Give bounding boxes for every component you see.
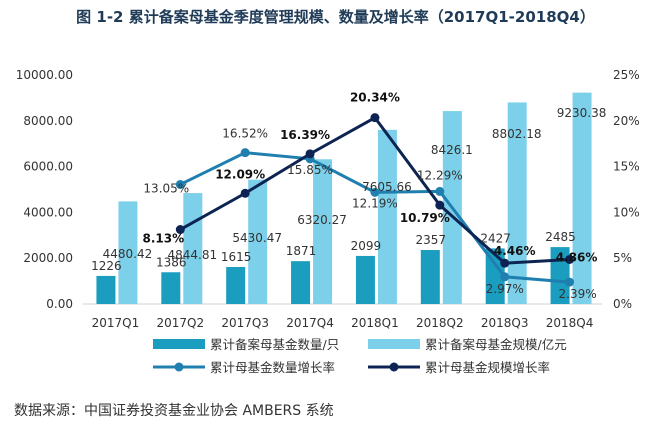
x-axis-ticks: 2017Q1 2017Q2 2017Q3 2017Q4 2018Q1 2018Q2 2018… [92, 316, 594, 330]
scale-bar [313, 159, 333, 304]
left-axis-tick-label: 4000.00 [23, 205, 73, 219]
legend-count-bar-swatch [153, 339, 205, 349]
legend-count-bar-label: 累计备案母基金数量/只 [210, 337, 339, 352]
scale-bar [507, 102, 527, 304]
x-axis-tick-label: 2018Q2 [416, 316, 464, 330]
scale-bar-label: 6320.27 [297, 213, 347, 227]
x-axis-tick-label: 2017Q2 [157, 316, 205, 330]
count-growth-point [565, 277, 575, 287]
count-bar [226, 267, 246, 304]
source-note: 数据来源：中国证券投资基金业协会 AMBERS 系统 [14, 403, 334, 419]
count-growth-point [240, 148, 250, 158]
count-bar-label: 1871 [286, 244, 317, 258]
scale-growth-point [565, 254, 575, 264]
x-axis-tick-label: 2017Q3 [221, 316, 269, 330]
scale-bar-label: 8426.1 [431, 143, 473, 157]
count-bar [291, 261, 311, 304]
right-axis-tick-label: 0% [613, 297, 632, 311]
scale-bar [248, 179, 268, 304]
right-axis-tick-label: 15% [613, 160, 640, 174]
scale-growth-point [500, 258, 510, 268]
left-axis-tick-label: 10000.00 [16, 68, 73, 82]
count-bar-label: 2099 [351, 239, 382, 253]
scale-growth-label: 4.86% [556, 250, 598, 264]
count-growth-label: 2.97% [486, 282, 524, 296]
count-bar [485, 248, 505, 304]
scale-bar-label: 8802.18 [492, 127, 542, 141]
scale-growth-label: 16.39% [280, 128, 330, 142]
scale-bar-label: 7605.66 [362, 180, 412, 194]
line-marks [175, 113, 575, 287]
scale-growth-label: 4.46% [494, 244, 536, 258]
scale-growth-point [305, 149, 315, 159]
combo-chart: 0.00 2000.00 4000.00 6000.00 8000.00 10000.00… [16, 68, 640, 375]
scale-growth-point [435, 200, 445, 210]
count-bar-label: 1386 [156, 255, 187, 269]
count-growth-label: 16.52% [222, 127, 268, 141]
count-growth-label: 12.19% [352, 196, 398, 210]
legend-count-growth-marker [174, 362, 184, 372]
count-bar-label: 1615 [221, 250, 252, 264]
legend-count-growth-label: 累计母基金数量增长率 [210, 360, 335, 375]
legend-scale-growth-label: 累计母基金规模增长率 [425, 360, 550, 375]
left-axis-tick-label: 6000.00 [23, 160, 73, 174]
count-growth-point [175, 179, 185, 189]
scale-growth-label: 8.13% [142, 232, 184, 246]
count-growth-point [370, 187, 380, 197]
count-growth-point [435, 186, 445, 196]
count-growth-label: 12.29% [417, 168, 463, 182]
count-bar [161, 272, 181, 304]
legend-scale-bar-swatch [368, 339, 420, 349]
count-growth-label: 13.05% [143, 181, 189, 195]
scale-growth-label: 10.79% [400, 211, 450, 225]
scale-growth-label: 20.34% [350, 91, 400, 105]
x-axis-tick-label: 2017Q4 [286, 316, 334, 330]
left-axis-tick-label: 8000.00 [23, 114, 73, 128]
count-bar-label: 2427 [480, 231, 511, 245]
scale-bar [572, 92, 592, 304]
count-bar-label: 1226 [91, 259, 122, 273]
count-bar [355, 255, 375, 304]
right-axis-tick-label: 5% [613, 251, 632, 265]
chart-title: 图 1-2 累计备案母基金季度管理规模、数量及增长率（2017Q1-2018Q4… [76, 8, 595, 26]
count-growth-label: 15.85% [287, 163, 333, 177]
right-axis-tick-label: 20% [613, 114, 640, 128]
count-growth-point [500, 272, 510, 282]
x-axis-tick-label: 2018Q4 [546, 316, 594, 330]
left-axis-ticks: 0.00 2000.00 4000.00 6000.00 8000.00 10000.00 [16, 68, 73, 311]
scale-bar-label: 4844.81 [168, 248, 218, 262]
scale-growth-point [175, 225, 185, 235]
scale-bar [118, 201, 138, 304]
count-bar [96, 275, 116, 304]
bar-marks [96, 92, 592, 304]
count-bar-label: 2485 [545, 230, 576, 244]
count-bar-label: 2357 [416, 233, 447, 247]
legend-scale-bar-label: 累计备案母基金规模/亿元 [425, 337, 567, 352]
count-growth-label: 2.39% [559, 287, 597, 301]
scale-bar-label: 5430.47 [232, 231, 282, 245]
scale-bar-label: 4480.42 [103, 247, 153, 261]
scale-growth-point [240, 188, 250, 198]
left-axis-tick-label: 2000.00 [23, 251, 73, 265]
count-bar [420, 250, 440, 304]
scale-growth-label: 12.09% [215, 167, 265, 181]
left-axis-tick-label: 0.00 [46, 297, 73, 311]
right-axis-tick-label: 25% [613, 68, 640, 82]
right-axis-ticks: 0% 5% 10% 15% 20% 25% [613, 68, 640, 311]
legend-scale-growth-marker [389, 362, 399, 372]
right-axis-tick-label: 10% [613, 205, 640, 219]
x-axis-tick-label: 2018Q3 [481, 316, 529, 330]
scale-growth-point [370, 113, 380, 123]
x-axis-tick-label: 2017Q1 [92, 316, 140, 330]
scale-bar-label: 9230.38 [557, 106, 607, 120]
data-labels: 1226 1386 1615 1871 2099 2357 2427 2485 4480.42 4… [91, 91, 606, 301]
scale-bar [377, 129, 397, 304]
x-axis-tick-label: 2018Q1 [351, 316, 399, 330]
